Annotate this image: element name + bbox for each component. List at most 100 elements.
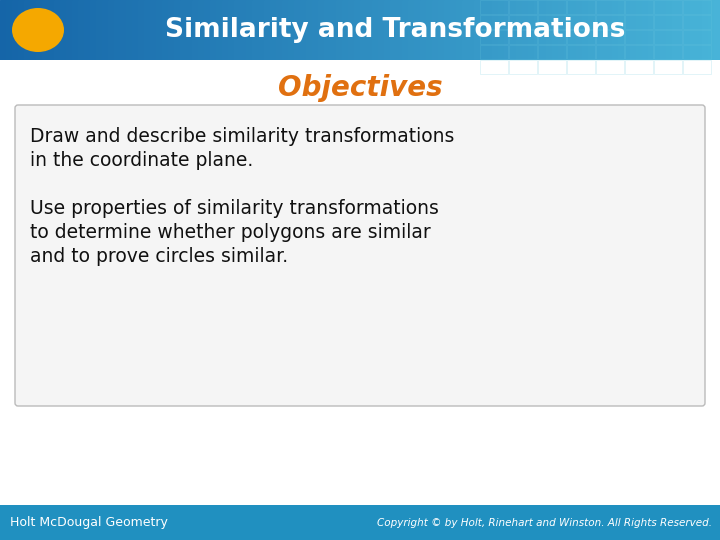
Bar (480, 15, 508, 29)
Bar (138, 0, 145, 60)
Bar (596, 45, 624, 59)
Bar (567, 30, 595, 44)
Bar (0, 505, 720, 540)
Bar (540, 0, 546, 60)
Bar (714, 0, 720, 60)
Text: Similarity and Transformations: Similarity and Transformations (165, 17, 625, 43)
Bar (618, 0, 624, 60)
Bar (683, 30, 711, 44)
Bar (6, 0, 12, 60)
Bar (0, 60, 720, 505)
Bar (480, 0, 487, 60)
Bar (534, 0, 541, 60)
Bar (570, 0, 577, 60)
Bar (12, 0, 19, 60)
Bar (567, 45, 595, 59)
Bar (702, 0, 708, 60)
Bar (216, 0, 222, 60)
Bar (144, 0, 150, 60)
Bar (567, 60, 595, 74)
Bar (708, 0, 714, 60)
Bar (625, 0, 653, 14)
Bar (48, 0, 55, 60)
Bar (588, 0, 595, 60)
Bar (596, 15, 624, 29)
Bar (538, 30, 566, 44)
Bar (180, 0, 186, 60)
Bar (72, 0, 78, 60)
Text: Holt McDougal Geometry: Holt McDougal Geometry (10, 516, 168, 529)
Bar (450, 0, 456, 60)
Bar (606, 0, 613, 60)
Bar (342, 0, 348, 60)
Bar (414, 0, 420, 60)
Text: Copyright © by Holt, Rinehart and Winston. All Rights Reserved.: Copyright © by Holt, Rinehart and Winsto… (377, 517, 712, 528)
Bar (625, 60, 653, 74)
Bar (402, 0, 408, 60)
Bar (222, 0, 228, 60)
Bar (384, 0, 390, 60)
Bar (509, 45, 537, 59)
Bar (486, 0, 492, 60)
Bar (630, 0, 636, 60)
Bar (294, 0, 300, 60)
Bar (528, 0, 534, 60)
Bar (390, 0, 397, 60)
Bar (432, 0, 438, 60)
Bar (114, 0, 120, 60)
Bar (186, 0, 192, 60)
Bar (567, 0, 595, 14)
Bar (162, 0, 168, 60)
Text: Objectives: Objectives (278, 74, 442, 102)
Bar (420, 0, 426, 60)
Bar (468, 0, 474, 60)
Bar (683, 45, 711, 59)
Bar (480, 0, 508, 14)
Bar (516, 0, 523, 60)
Bar (600, 0, 606, 60)
Bar (234, 0, 240, 60)
Bar (288, 0, 294, 60)
Bar (558, 0, 564, 60)
Bar (174, 0, 181, 60)
Bar (228, 0, 235, 60)
Bar (642, 0, 649, 60)
Bar (360, 0, 366, 60)
Text: in the coordinate plane.: in the coordinate plane. (30, 151, 253, 170)
Bar (456, 0, 462, 60)
Bar (625, 30, 653, 44)
Bar (132, 0, 138, 60)
Bar (567, 15, 595, 29)
Bar (246, 0, 253, 60)
Text: and to prove circles similar.: and to prove circles similar. (30, 246, 288, 266)
Bar (576, 0, 582, 60)
Bar (552, 0, 559, 60)
Bar (654, 30, 682, 44)
Bar (509, 0, 537, 14)
Bar (330, 0, 336, 60)
Bar (654, 0, 682, 14)
Bar (462, 0, 469, 60)
Bar (108, 0, 114, 60)
Bar (678, 0, 685, 60)
Bar (150, 0, 156, 60)
Bar (24, 0, 30, 60)
Bar (240, 0, 246, 60)
Bar (276, 0, 282, 60)
Bar (258, 0, 264, 60)
Bar (60, 0, 66, 60)
Bar (480, 45, 508, 59)
Bar (509, 60, 537, 74)
Bar (690, 0, 696, 60)
Bar (654, 45, 682, 59)
Bar (42, 0, 48, 60)
Bar (378, 0, 384, 60)
Bar (480, 30, 508, 44)
Bar (192, 0, 199, 60)
Bar (0, 0, 6, 60)
Bar (30, 0, 37, 60)
Bar (480, 60, 508, 74)
Bar (538, 60, 566, 74)
Bar (444, 0, 451, 60)
Bar (78, 0, 84, 60)
